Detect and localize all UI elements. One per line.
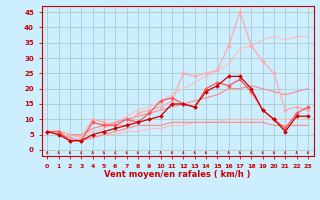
X-axis label: Vent moyen/en rafales ( km/h ): Vent moyen/en rafales ( km/h )	[104, 170, 251, 179]
